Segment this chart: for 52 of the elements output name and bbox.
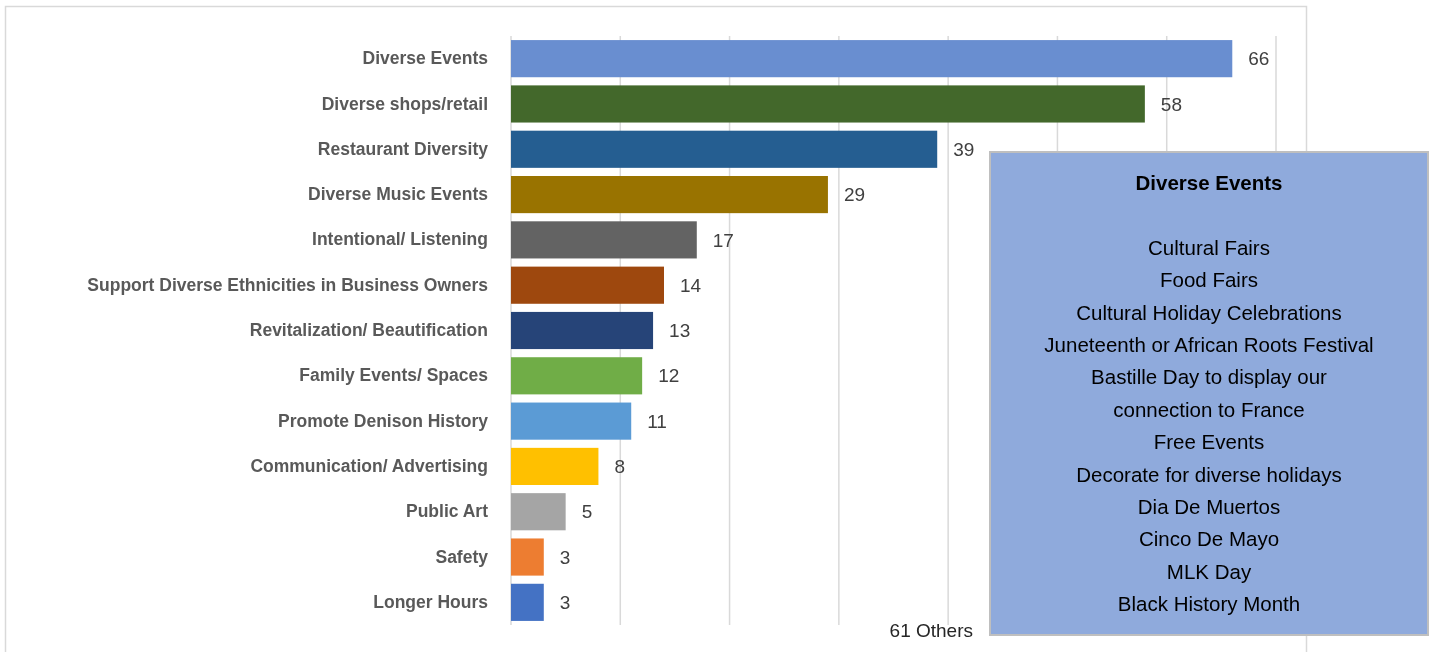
bar — [511, 40, 1233, 78]
bar — [511, 85, 1145, 123]
bar — [511, 357, 643, 395]
y-tick-label: Public Art — [406, 501, 489, 522]
data-label: 17 — [712, 229, 734, 251]
y-tick-label: Support Diverse Ethnicities in Business Owners — [87, 274, 489, 295]
data-label: 29 — [843, 184, 866, 206]
annotation: Cinco De Mayo — [1138, 527, 1280, 551]
data-label: 13 — [669, 320, 691, 342]
annotation: Decorate for diverse holidays — [1076, 462, 1342, 486]
data-label: 8 — [614, 456, 626, 478]
y-tick-label: Revitalization/ Beautification — [249, 320, 488, 341]
annotation: Cultural Fairs — [1148, 235, 1270, 259]
bar — [511, 221, 697, 259]
annotation: Diverse Events — [1135, 171, 1283, 194]
y-tick-label: Diverse Music Events — [308, 184, 489, 205]
bar — [511, 311, 654, 350]
annotation: Bastille Day to display our connection to France — [1091, 365, 1328, 421]
data-label: 3 — [559, 592, 571, 613]
data-label: 14 — [680, 274, 702, 296]
y-tick-label: Longer Hours — [373, 591, 489, 612]
y-tick-label: Promote Denison History — [277, 410, 489, 431]
bar — [511, 402, 632, 440]
annotation: Dia De Muertos — [1137, 495, 1281, 518]
bar — [511, 583, 544, 621]
y-tick-label: Safety — [435, 546, 489, 567]
data-label: 5 — [581, 501, 593, 523]
bar — [511, 493, 566, 531]
y-tick-label: Diverse Events — [362, 48, 489, 69]
annotation: Black History Month — [1117, 592, 1301, 616]
data-label: 12 — [658, 365, 680, 387]
bar — [511, 266, 664, 304]
annotation: Free Events — [1153, 430, 1265, 454]
data-label: 11 — [647, 410, 667, 432]
bar — [511, 130, 938, 168]
annotation: Cultural Holiday Celebrations — [1076, 300, 1342, 324]
bar — [511, 447, 599, 485]
data-label: 39 — [953, 138, 975, 160]
y-tick-label: Diverse shops/retail — [321, 93, 488, 114]
data-label: 58 — [1160, 93, 1182, 115]
data-label: 3 — [559, 546, 571, 568]
y-tick-label: Communication/ Advertising — [250, 456, 488, 477]
y-tick-label: Family Events/ Spaces — [299, 365, 489, 386]
bar — [511, 538, 544, 576]
annotation: MLK Day — [1166, 559, 1252, 583]
annotation: 61 Others — [889, 620, 973, 641]
bar — [511, 176, 828, 214]
annotation: Food Fairs — [1160, 268, 1258, 292]
annotation: Juneteenth or African Roots Festival — [1044, 333, 1374, 356]
y-tick-label: Intentional/ Listening — [312, 229, 488, 250]
y-tick-label: Restaurant Diversity — [317, 138, 489, 159]
data-label: 66 — [1248, 48, 1270, 70]
